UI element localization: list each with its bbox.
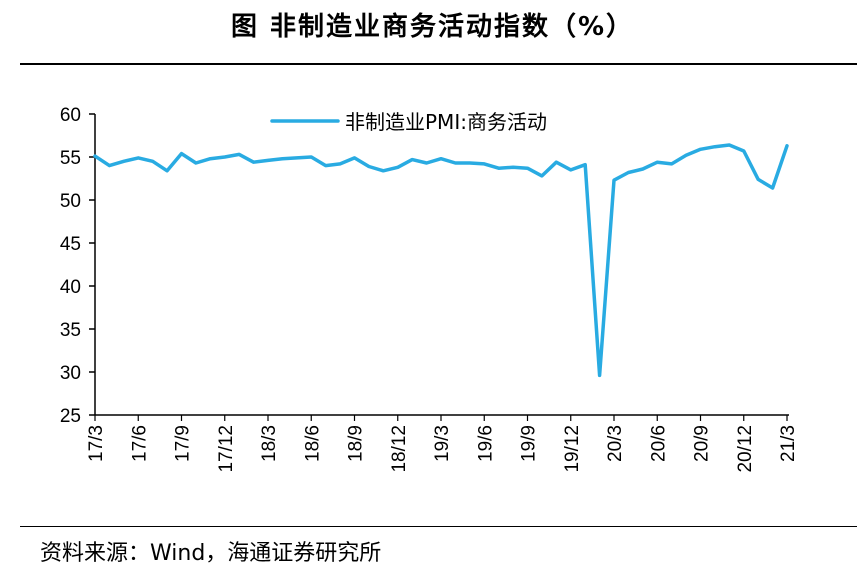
chart-title: 图 非制造业商务活动指数（%）	[230, 12, 635, 42]
line-chart: 60 55 50 45 40 35 30 25 17/3 17/6 17/9 17/12 18/3 18…	[60, 105, 799, 473]
legend-label: 非制造业PMI:商务活动	[345, 110, 547, 134]
title-divider	[20, 63, 857, 65]
y-axis-ticks: 60 55 50 45 40 35 30 25	[60, 105, 95, 427]
chart-axes	[94, 114, 789, 416]
x-tick-label: 19/9	[519, 425, 540, 462]
x-tick-label: 21/3	[778, 425, 799, 462]
y-tick-label: 40	[60, 277, 81, 298]
y-tick-label: 50	[60, 191, 81, 212]
x-tick-label: 18/6	[302, 425, 323, 462]
x-tick-label: 18/9	[346, 425, 367, 462]
x-tick-label: 20/12	[735, 425, 756, 473]
x-tick-label: 20/3	[605, 425, 626, 462]
y-tick-label: 60	[60, 105, 81, 126]
series-line-nonmanufacturing-pmi	[93, 143, 789, 378]
x-tick-label: 18/3	[259, 425, 280, 462]
source-divider	[20, 526, 857, 527]
x-tick-label: 19/12	[562, 425, 583, 473]
x-tick-label: 17/6	[129, 425, 150, 462]
y-tick-label: 35	[60, 320, 81, 341]
x-tick-label: 19/6	[475, 425, 496, 462]
x-tick-label: 20/6	[648, 425, 669, 462]
x-tick-label: 19/3	[432, 425, 453, 462]
x-tick-label: 17/9	[173, 425, 194, 462]
x-tick-label: 20/9	[692, 425, 713, 462]
legend: 非制造业PMI:商务活动	[270, 110, 547, 134]
series-layer	[93, 143, 789, 378]
y-tick-label: 25	[60, 406, 81, 427]
y-tick-label: 55	[60, 148, 81, 169]
x-axis-ticks: 17/3 17/6 17/9 17/12 18/3 18/6 18/9 18/12 19/3 19…	[86, 415, 799, 473]
y-tick-label: 30	[60, 363, 81, 384]
y-tick-label: 45	[60, 234, 81, 255]
x-tick-label: 17/3	[86, 425, 107, 462]
x-tick-label: 18/12	[389, 425, 410, 473]
x-tick-label: 17/12	[216, 425, 237, 473]
source-note: 资料来源：Wind，海通证券研究所	[40, 541, 382, 566]
